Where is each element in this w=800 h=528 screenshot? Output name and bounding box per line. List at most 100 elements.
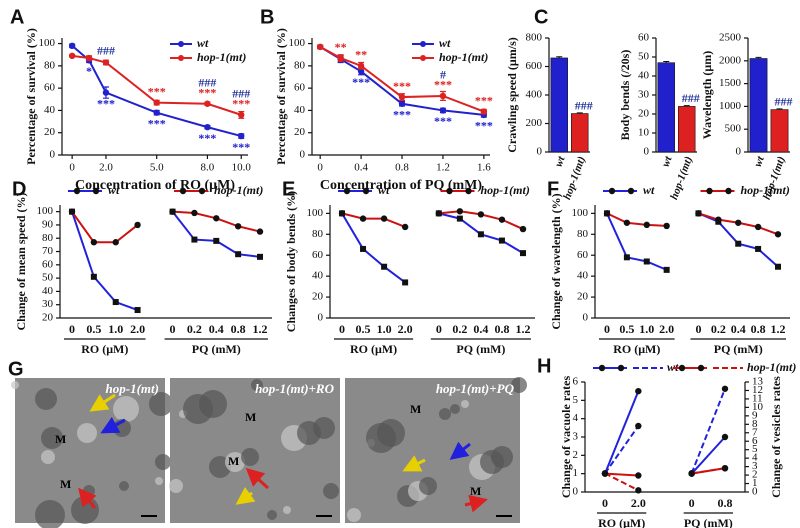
significance: *** <box>232 97 250 111</box>
point <box>213 237 220 244</box>
panel-label: B <box>260 6 274 28</box>
significance: *** <box>97 96 115 110</box>
panel-label: H <box>537 355 551 377</box>
x-tick-label: 2.0 <box>398 322 413 336</box>
micrograph-texture <box>155 477 163 485</box>
point <box>380 215 388 222</box>
panel-label: E <box>282 178 295 200</box>
point <box>112 299 119 306</box>
y2-axis-label: Change of vesicles rates <box>769 376 783 498</box>
point <box>112 239 119 246</box>
line <box>604 472 639 477</box>
group-label: PQ (mM) <box>456 342 505 356</box>
y-tick-label: 9 <box>752 409 758 421</box>
legend-marker <box>92 187 100 195</box>
point <box>623 254 630 261</box>
legend-label: hop-1(mt) <box>747 360 796 374</box>
y-tick-label: 20 <box>312 291 324 303</box>
line <box>690 388 726 474</box>
x-axis-label: Concentration of RO (μM) <box>75 178 235 193</box>
point <box>635 487 642 494</box>
significance: *** <box>475 93 493 107</box>
point <box>68 52 76 60</box>
arrow <box>245 467 270 490</box>
micrograph-texture <box>113 396 139 422</box>
bar <box>657 62 675 153</box>
y-tick-label: 40 <box>638 70 650 82</box>
significance: ** <box>355 48 367 62</box>
x-tick-label: 0.8 <box>395 162 409 174</box>
line <box>604 390 640 475</box>
point <box>721 433 729 441</box>
x-tick-label: 0.4 <box>473 322 488 336</box>
line <box>606 212 668 271</box>
y-tick-label: 0 <box>318 312 324 324</box>
arrow <box>235 486 256 505</box>
y-tick-label: 1000 <box>719 100 742 112</box>
x-tick-label: 0 <box>689 496 695 510</box>
y-tick-label: 60 <box>312 249 324 261</box>
legend-marker <box>598 364 606 372</box>
y-tick-label: 90 <box>42 218 54 230</box>
point <box>601 470 609 477</box>
legend-label: hop-1(mt) <box>214 183 263 197</box>
x-tick-label: 0.4 <box>354 162 368 174</box>
y-tick-label: 400 <box>526 89 543 101</box>
y-tick-label: 2500 <box>719 32 742 44</box>
legend-marker <box>343 187 351 195</box>
x-tick-label: 1.0 <box>377 322 392 336</box>
significance: *** <box>434 114 452 128</box>
point <box>357 68 365 75</box>
bar <box>749 58 768 153</box>
x-tick-label: 0 <box>170 322 176 336</box>
line <box>691 467 726 475</box>
x-tick-label: 2.0 <box>631 496 646 510</box>
legend-label: wt <box>197 36 209 50</box>
point <box>402 279 409 286</box>
x-tick-label: wt <box>553 154 568 169</box>
y-tick-label: 0 <box>736 146 742 158</box>
point <box>257 253 263 260</box>
y-tick-label: 12 <box>752 384 763 396</box>
y-tick-label: 1500 <box>719 77 742 89</box>
point <box>359 215 367 222</box>
legend-label: wt <box>108 183 120 197</box>
x-tick-label: 1.0 <box>639 322 654 336</box>
error-bar <box>683 105 690 107</box>
micrograph-label: hop-1(mt)+PQ <box>436 381 515 396</box>
point <box>85 54 93 62</box>
y-tick-label: 20 <box>577 291 589 303</box>
significance: * <box>86 64 92 78</box>
point <box>603 210 611 217</box>
y-axis-label: Percentage of survival (%) <box>24 28 38 165</box>
significance: ### <box>232 87 250 101</box>
point <box>204 100 211 107</box>
point <box>643 258 650 265</box>
structure-marker: M <box>245 410 256 424</box>
arrow <box>464 494 488 513</box>
x-tick-label: 0 <box>695 322 701 336</box>
legend-label: hop-1(mt) <box>741 183 790 197</box>
micrograph-texture <box>41 427 63 449</box>
line <box>690 436 726 475</box>
significance: *** <box>148 116 166 130</box>
point <box>316 43 324 51</box>
point <box>520 250 526 257</box>
significance: # <box>440 68 446 82</box>
point <box>213 215 220 222</box>
y-tick-label: 60 <box>294 82 306 94</box>
x-tick-label: 2.0 <box>659 322 674 336</box>
line <box>606 212 667 227</box>
point <box>338 210 346 217</box>
point <box>721 385 729 392</box>
micrograph-texture <box>419 477 437 495</box>
micrograph-texture <box>461 400 469 408</box>
point <box>754 223 762 231</box>
y-tick-label: 0 <box>573 486 579 498</box>
group-label: RO (μM) <box>613 342 660 356</box>
x-tick-label: 0.8 <box>718 496 733 510</box>
x-tick-label: 2.0 <box>130 322 145 336</box>
point <box>102 59 110 66</box>
x-tick-label: 0.2 <box>187 322 202 336</box>
